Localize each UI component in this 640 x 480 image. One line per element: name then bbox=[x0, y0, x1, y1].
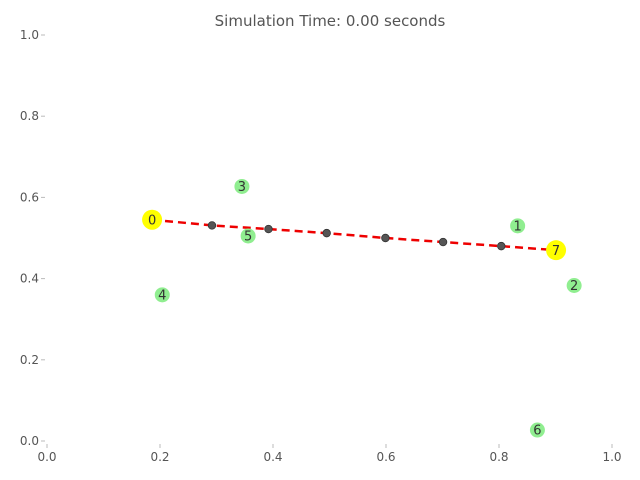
x-tick-label: 1.0 bbox=[602, 450, 621, 464]
node-marker bbox=[234, 178, 250, 194]
endpoint-node: 0 bbox=[142, 209, 163, 230]
node-marker bbox=[154, 287, 170, 303]
y-tick-label: 0.8 bbox=[20, 109, 39, 123]
y-tick-label: 1.0 bbox=[20, 28, 39, 42]
node-label: 7 bbox=[552, 244, 560, 259]
path-layer bbox=[151, 218, 557, 252]
axis-ticks: 0.0 0.2 0.4 0.6 0.8 1.0 0.0 0.2 0.4 0.6 0.8 1.0 bbox=[20, 28, 622, 464]
node-layer: 0 1 2 3 4 5 6 7 bbox=[142, 178, 582, 439]
node-marker bbox=[142, 209, 163, 230]
node-marker bbox=[510, 218, 526, 234]
path-waypoint bbox=[497, 241, 506, 251]
path-waypoint bbox=[381, 233, 390, 243]
graph-node: 4 bbox=[154, 287, 170, 303]
node-marker bbox=[566, 278, 582, 294]
y-tick-label: 0.4 bbox=[20, 272, 39, 286]
y-tick-label: 0.2 bbox=[20, 353, 39, 367]
x-tick-label: 0.6 bbox=[376, 450, 395, 464]
graph-node: 3 bbox=[234, 178, 250, 195]
node-label: 3 bbox=[238, 180, 246, 195]
chart-title: Simulation Time: 0.00 seconds bbox=[215, 12, 446, 30]
path-waypoint bbox=[264, 224, 273, 234]
y-tick-label: 0.0 bbox=[20, 434, 39, 448]
x-tick-label: 0.0 bbox=[37, 450, 56, 464]
path-waypoint bbox=[322, 228, 331, 238]
node-marker bbox=[240, 228, 256, 244]
path-line bbox=[151, 218, 557, 252]
node-label: 4 bbox=[158, 288, 166, 303]
x-tick-label: 0.8 bbox=[489, 450, 508, 464]
graph-node: 5 bbox=[240, 228, 256, 244]
node-label: 5 bbox=[244, 229, 252, 244]
node-marker bbox=[546, 240, 567, 261]
node-label: 2 bbox=[570, 279, 578, 294]
graph-node: 6 bbox=[529, 422, 545, 439]
endpoint-node: 7 bbox=[546, 240, 567, 261]
graph-node: 2 bbox=[566, 278, 582, 294]
node-label: 0 bbox=[148, 214, 156, 229]
x-tick-label: 0.2 bbox=[150, 450, 169, 464]
y-tick-label: 0.6 bbox=[20, 190, 39, 204]
node-label: 6 bbox=[533, 424, 541, 439]
node-label: 1 bbox=[514, 219, 522, 234]
path-waypoint bbox=[207, 221, 217, 230]
node-marker bbox=[529, 422, 545, 438]
path-waypoint bbox=[438, 237, 448, 247]
x-tick-label: 0.4 bbox=[263, 450, 282, 464]
graph-node: 1 bbox=[510, 218, 526, 234]
